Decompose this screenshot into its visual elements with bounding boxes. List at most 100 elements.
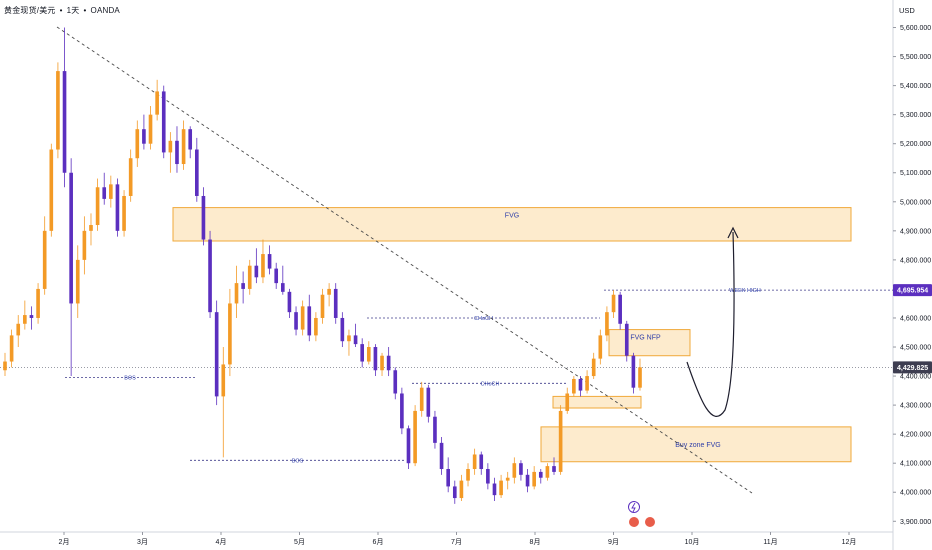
price-tick-label: 4,200.000: [900, 432, 931, 439]
candle-body: [433, 416, 437, 443]
separator-2: •: [83, 6, 87, 15]
time-tick-label: 10月: [685, 538, 700, 546]
candle-body: [142, 129, 146, 144]
candle-body: [314, 317, 318, 336]
candle-body: [294, 312, 298, 330]
descending-trendline[interactable]: [56, 26, 753, 494]
candle-body: [115, 184, 120, 231]
candle-body: [406, 428, 411, 464]
candle-body: [519, 463, 523, 475]
candle-body: [492, 483, 497, 496]
candle-body: [558, 410, 563, 472]
candle-body: [552, 466, 556, 472]
week-high-price-badge[interactable]: [893, 284, 932, 297]
candle-body: [419, 387, 424, 411]
candle-body: [155, 91, 159, 115]
candle-body: [624, 323, 629, 356]
time-tick-label: 7月: [451, 538, 462, 546]
candle-body: [452, 486, 457, 499]
candle-body: [400, 393, 404, 429]
candle-body: [254, 265, 259, 278]
candle-body: [267, 254, 272, 269]
candle-body: [280, 283, 285, 292]
zone-label: Buy zone FVG: [675, 442, 721, 449]
us-flag-event-icon[interactable]: [644, 516, 656, 528]
candle-body: [221, 364, 226, 397]
price-tick-label: 4,400.000: [900, 374, 931, 381]
candle-body: [181, 129, 186, 165]
candle-body: [175, 140, 179, 165]
candle-body: [122, 195, 126, 231]
currency-label[interactable]: USD: [899, 6, 915, 15]
candle-body: [340, 317, 345, 342]
time-tick-label: 11月: [763, 538, 777, 546]
candle-body: [611, 294, 616, 313]
candle-body: [75, 259, 80, 304]
projection-arrow-path[interactable]: [686, 231, 735, 417]
candle-body: [472, 454, 477, 470]
candle-body: [446, 469, 450, 487]
candle-body: [42, 230, 47, 289]
candle-body: [168, 140, 173, 153]
time-tick-label: 8月: [530, 538, 541, 546]
candle-body: [605, 312, 609, 336]
time-tick-label: 5月: [294, 538, 305, 546]
price-tick-label: 5,000.000: [900, 199, 931, 206]
candle-body: [36, 288, 40, 318]
price-tick-label: 4,500.000: [900, 345, 931, 352]
interval-label[interactable]: 1天: [66, 6, 80, 15]
candle-body: [49, 149, 54, 231]
broker-label: OANDA: [90, 6, 120, 15]
candle-body: [439, 442, 444, 470]
candle-body: [95, 187, 100, 226]
zone-fvg[interactable]: [172, 207, 852, 242]
price-tick-label: 4,100.000: [900, 461, 931, 468]
candle-body: [499, 480, 503, 496]
candle-body: [161, 91, 166, 153]
time-tick-label: 4月: [216, 538, 227, 546]
candle-body: [393, 370, 398, 394]
candle-body: [16, 323, 21, 336]
candle-body: [214, 312, 219, 397]
us-flag-event-icon[interactable]: [628, 516, 640, 528]
zone-label: FVG NFP: [630, 335, 661, 342]
candle-body: [89, 225, 93, 231]
lightning-event-icon[interactable]: [628, 501, 640, 513]
candle-body: [426, 387, 431, 417]
candle-body: [109, 184, 113, 199]
price-tick-label: 5,300.000: [900, 112, 931, 119]
candle-body: [228, 303, 232, 365]
time-tick-label: 3月: [137, 538, 148, 546]
price-tick-label: 4,600.000: [900, 315, 931, 322]
candle-body: [373, 347, 378, 371]
lightning-glyph: [631, 502, 636, 513]
price-tick-label: 5,400.000: [900, 83, 931, 90]
candle-body: [300, 306, 305, 330]
level-label: CHoCH: [474, 316, 493, 322]
candle-body: [565, 393, 570, 411]
time-tick-label: 12月: [842, 538, 857, 546]
candle-body: [347, 335, 351, 342]
candle-body: [360, 344, 365, 362]
current-price-badge-text: 4,429.825: [897, 365, 928, 372]
candle-body: [545, 466, 550, 478]
candle-body: [82, 230, 87, 260]
candle-body: [9, 335, 14, 362]
candle-body: [327, 288, 331, 295]
candle-body: [102, 187, 107, 199]
zone-small-zone[interactable]: [552, 395, 642, 409]
price-tick-label: 5,600.000: [900, 25, 931, 32]
candle-body: [261, 254, 265, 278]
candle-body: [525, 474, 530, 487]
candle-body: [413, 410, 417, 464]
current-price-badge[interactable]: [893, 361, 932, 374]
level-label: CHoCH: [481, 381, 500, 387]
candle-body: [201, 195, 206, 240]
time-tick-label: 6月: [373, 538, 384, 546]
zone-fvg-nfp[interactable]: [608, 329, 691, 357]
candle-body: [3, 361, 7, 371]
candle-body: [69, 172, 73, 304]
price-tick-label: 4,800.000: [900, 257, 931, 264]
